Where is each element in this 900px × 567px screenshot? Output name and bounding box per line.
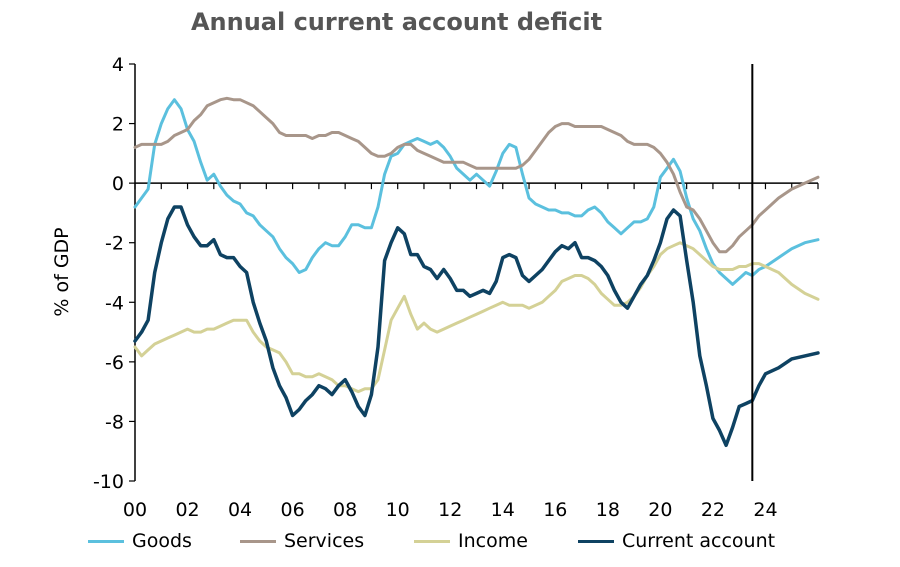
x-tick-label: 24 bbox=[753, 499, 777, 521]
y-axis: 4 2 0 -2 -4 -6 -8 -10 bbox=[93, 54, 136, 493]
y-tick-label: -2 bbox=[105, 233, 124, 255]
legend-label: Income bbox=[458, 530, 528, 552]
y-tick-label: 2 bbox=[112, 114, 124, 136]
x-tick-label: 18 bbox=[596, 499, 620, 521]
legend-item-services: Services bbox=[240, 530, 364, 552]
x-tick-label: 02 bbox=[175, 499, 199, 521]
x-tick-label: 00 bbox=[123, 499, 147, 521]
series-line-goods bbox=[133, 98, 820, 286]
series-line-income bbox=[133, 241, 820, 394]
legend-item-income: Income bbox=[414, 530, 528, 552]
x-tick-label: 16 bbox=[543, 499, 567, 521]
y-tick-label: -6 bbox=[105, 352, 124, 374]
line-chart: 420-2-4-6-8-10 00 02 04 06 08 10 12 14 16 18 20 22 2… bbox=[51, 54, 820, 521]
legend-item-current-account: Current account bbox=[578, 530, 775, 552]
x-tick-label: 08 bbox=[333, 499, 357, 521]
legend-label: Current account bbox=[622, 530, 776, 552]
y-tick-label: -10 bbox=[93, 471, 124, 493]
y-tick-label: 0 bbox=[112, 173, 124, 195]
legend: Goods Services Income Current account bbox=[0, 530, 900, 560]
legend-item-goods: Goods bbox=[88, 530, 192, 552]
x-tick-label: 22 bbox=[701, 499, 725, 521]
x-tick-label: 20 bbox=[648, 499, 672, 521]
legend-swatch bbox=[578, 539, 614, 543]
y-axis-title: % of GDP bbox=[51, 227, 73, 316]
x-axis: 00 02 04 06 08 10 12 14 16 18 20 22 24 bbox=[123, 182, 819, 521]
x-tick-label: 10 bbox=[386, 499, 410, 521]
x-tick-label: 12 bbox=[438, 499, 462, 521]
legend-swatch bbox=[88, 539, 124, 543]
series-lines bbox=[133, 96, 820, 448]
legend-swatch bbox=[414, 539, 450, 543]
y-tick-label: 4 bbox=[112, 54, 124, 76]
series-line-services bbox=[133, 96, 820, 254]
y-tick-label: -4 bbox=[105, 292, 124, 314]
legend-label: Goods bbox=[132, 530, 192, 552]
legend-swatch bbox=[240, 539, 276, 543]
x-tick-label: 06 bbox=[281, 499, 305, 521]
series-line-current-account bbox=[133, 205, 820, 448]
legend-label: Services bbox=[284, 530, 365, 552]
chart-title: Annual current account deficit bbox=[190, 8, 603, 36]
x-tick-label: 04 bbox=[228, 499, 252, 521]
x-tick-label: 14 bbox=[491, 499, 515, 521]
y-tick-label: -8 bbox=[105, 411, 124, 433]
